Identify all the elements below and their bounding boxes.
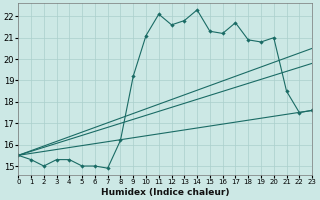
X-axis label: Humidex (Indice chaleur): Humidex (Indice chaleur) <box>101 188 229 197</box>
